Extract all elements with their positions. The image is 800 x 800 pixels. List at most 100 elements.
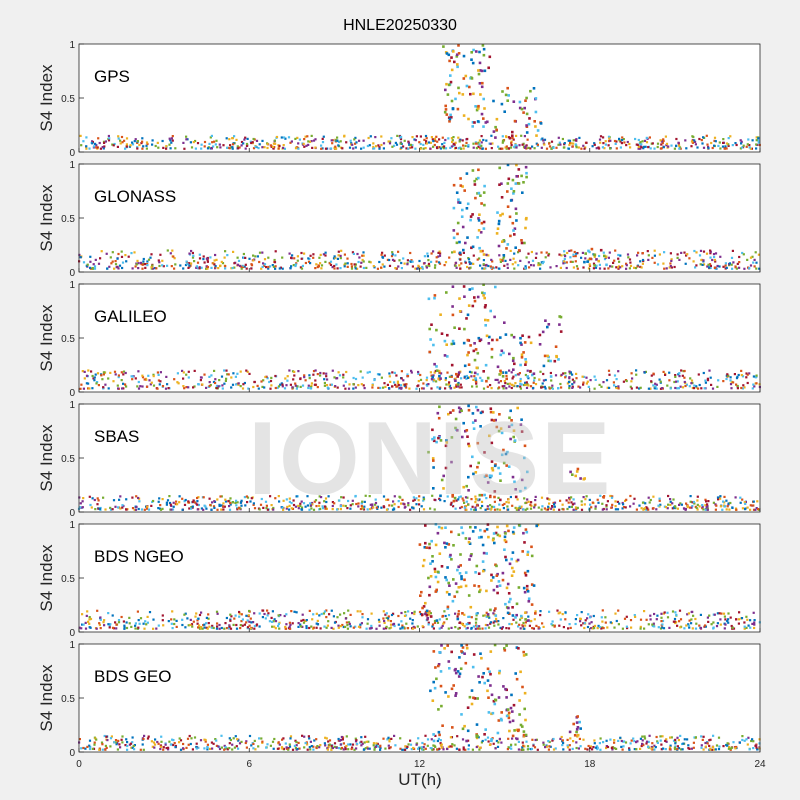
data-point xyxy=(634,267,638,270)
data-point xyxy=(105,252,108,255)
data-point xyxy=(452,183,456,187)
panel-label: BDS NGEO xyxy=(94,547,184,566)
data-point xyxy=(608,386,611,389)
data-point xyxy=(397,500,400,503)
data-point xyxy=(356,610,359,613)
data-point xyxy=(468,370,472,373)
data-point xyxy=(744,502,747,505)
data-point xyxy=(215,627,219,630)
data-point xyxy=(477,336,481,340)
data-point xyxy=(471,304,475,308)
data-point xyxy=(277,147,280,150)
data-point xyxy=(503,535,507,539)
data-point xyxy=(229,144,232,147)
data-point xyxy=(244,741,247,745)
data-point xyxy=(434,543,438,547)
data-point xyxy=(572,498,575,501)
data-point xyxy=(384,747,387,750)
data-point xyxy=(192,386,195,389)
data-point xyxy=(89,266,92,269)
data-point xyxy=(362,254,365,257)
data-point xyxy=(530,747,533,750)
data-point xyxy=(242,252,245,256)
data-point xyxy=(727,621,730,624)
data-point xyxy=(699,249,703,252)
data-point xyxy=(741,738,744,742)
data-point xyxy=(539,370,542,373)
data-point xyxy=(308,140,312,143)
data-point xyxy=(743,739,746,742)
data-point xyxy=(292,264,295,267)
data-point xyxy=(88,739,92,742)
data-point xyxy=(185,260,188,263)
data-point xyxy=(406,263,409,266)
data-point xyxy=(429,338,432,341)
data-point xyxy=(485,615,488,618)
data-point xyxy=(361,500,364,503)
data-point xyxy=(276,386,279,389)
data-point xyxy=(385,616,388,619)
data-point xyxy=(511,130,514,134)
data-point xyxy=(448,59,451,63)
data-point xyxy=(575,507,578,511)
data-point xyxy=(432,744,435,747)
data-point xyxy=(179,264,182,267)
data-point xyxy=(141,376,145,379)
data-point xyxy=(484,614,487,617)
data-point xyxy=(635,373,638,376)
data-point xyxy=(633,497,636,500)
data-point xyxy=(455,266,458,269)
data-point xyxy=(436,386,439,389)
data-point xyxy=(342,742,345,745)
data-point xyxy=(234,501,237,504)
data-point xyxy=(187,386,190,389)
data-point xyxy=(587,385,590,388)
data-point xyxy=(639,627,642,630)
data-point xyxy=(393,495,396,498)
data-point xyxy=(429,615,433,618)
data-point xyxy=(440,626,443,629)
data-point xyxy=(617,387,620,390)
data-point xyxy=(436,570,440,574)
data-point xyxy=(477,72,481,76)
data-point xyxy=(418,141,421,144)
data-point xyxy=(290,507,293,510)
data-point xyxy=(285,613,288,616)
data-point xyxy=(533,147,536,150)
data-point xyxy=(318,614,321,617)
data-point xyxy=(262,379,265,382)
data-point xyxy=(213,500,216,503)
data-point xyxy=(512,570,516,573)
data-point xyxy=(122,382,125,385)
data-point xyxy=(125,143,128,146)
data-point xyxy=(450,145,453,148)
data-point xyxy=(196,508,199,511)
data-point xyxy=(331,746,335,750)
data-point xyxy=(593,142,596,145)
data-point xyxy=(755,139,758,142)
data-point xyxy=(281,385,284,388)
data-point xyxy=(522,531,525,535)
data-point xyxy=(297,625,300,628)
data-point xyxy=(684,508,687,511)
data-point xyxy=(727,502,730,505)
data-point xyxy=(212,505,216,508)
data-point xyxy=(297,370,300,373)
data-point xyxy=(523,627,526,630)
data-point xyxy=(303,746,306,749)
data-point xyxy=(552,508,555,511)
data-point xyxy=(188,734,191,738)
data-point xyxy=(483,305,487,309)
data-point xyxy=(99,147,102,150)
data-point xyxy=(544,378,547,382)
data-point xyxy=(597,146,600,149)
data-point xyxy=(162,746,165,749)
data-point xyxy=(305,626,308,630)
data-point xyxy=(410,371,413,374)
data-point xyxy=(410,748,413,751)
data-point xyxy=(668,626,671,629)
data-point xyxy=(590,621,593,624)
data-point xyxy=(729,376,732,379)
data-point xyxy=(363,505,366,508)
data-point xyxy=(641,140,644,143)
